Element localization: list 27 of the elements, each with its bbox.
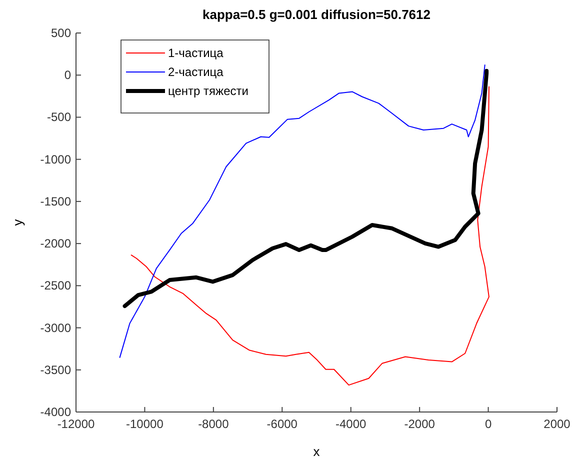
y-tick-label: -3000: [40, 320, 72, 335]
x-tick-label: -4000: [336, 417, 367, 431]
x-tick-label: -8000: [198, 417, 230, 431]
y-tick-label: -2500: [40, 278, 72, 293]
x-tick-label: -2000: [404, 417, 436, 431]
chart-title: kappa=0.5 g=0.001 diffusion=50.7612: [202, 7, 430, 22]
y-tick-label: -2000: [40, 236, 72, 251]
x-axis-title: x: [313, 444, 320, 459]
y-tick-label: -1500: [40, 194, 72, 208]
y-axis-title: y: [10, 218, 25, 226]
x-tick-label: -10000: [126, 417, 164, 431]
legend-label: 1-частица: [168, 46, 224, 60]
y-tick-label: -1000: [40, 152, 72, 166]
legend-label: 2-частица: [168, 65, 224, 79]
y-tick-label: -4000: [40, 405, 72, 419]
y-tick-label: 0: [64, 68, 72, 82]
legend-label: центр тяжести: [168, 84, 248, 98]
y-tick-label: -3500: [40, 362, 72, 377]
x-tick-label: 0: [484, 417, 492, 431]
x-tick-label: -12000: [57, 417, 96, 431]
line-series: [130, 86, 490, 386]
line-series: [119, 64, 486, 358]
line-series: [122, 68, 489, 308]
x-tick-label: -6000: [266, 417, 298, 431]
y-tick-label: 500: [50, 26, 72, 40]
y-tick-label: -500: [46, 110, 72, 124]
x-tick-label: 2000: [544, 417, 571, 431]
